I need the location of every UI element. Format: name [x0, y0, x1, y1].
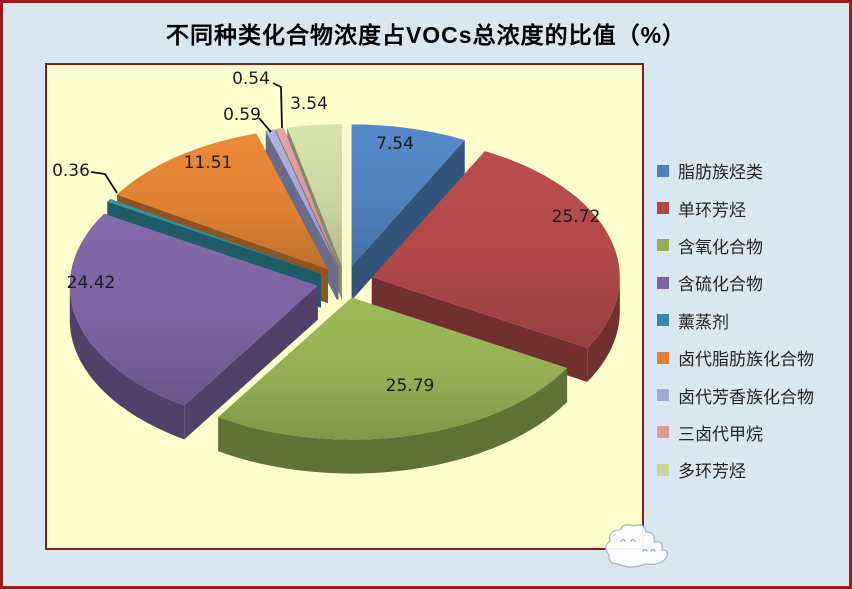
slice-side-wall	[371, 277, 588, 382]
label-leader-line	[258, 117, 272, 133]
slice-value-label: 0.54	[232, 69, 270, 89]
legend-label: 脂肪族烃类	[678, 163, 763, 183]
slice-value-label: 25.72	[552, 207, 601, 227]
slice-value-label: 24.42	[67, 273, 116, 293]
legend-item: 多环芳烃	[657, 451, 814, 488]
slice-value-label: 3.54	[290, 94, 328, 114]
slice-value-label: 11.51	[184, 153, 233, 173]
slice-top-face	[117, 133, 328, 270]
legend-item: 卤代脂肪族化合物	[657, 339, 814, 376]
slice-value-label: 7.54	[376, 134, 414, 154]
slice-top-face	[107, 198, 322, 274]
legend-item: 脂肪族烃类	[657, 152, 814, 189]
legend-label: 单环芳烃	[678, 200, 746, 220]
slice-top-face	[371, 151, 620, 348]
slice-side-wall	[351, 140, 465, 301]
legend-swatch-icon	[657, 389, 669, 402]
legend-swatch-icon	[657, 202, 669, 215]
legend-label: 含硫化合物	[678, 275, 763, 295]
legend-swatch-icon	[657, 314, 669, 327]
watermark-doodle	[605, 524, 668, 568]
slice-value-label: 0.59	[223, 105, 261, 125]
legend-label: 三卤代甲烷	[678, 424, 763, 444]
legend: 脂肪族烃类单环芳烃含氧化合物含硫化合物薰蒸剂卤代脂肪族化合物 卤代芳香族化合物 三卤…	[657, 152, 814, 489]
legend-label: 含氧化合物	[678, 237, 763, 257]
pie-3d-svg: 7.54 25.72 25.79 24.42 0.36 11.51 0.59 0.54 3.54	[52, 69, 620, 474]
slice-top-face	[275, 127, 339, 267]
slice-side-wall	[184, 285, 318, 440]
legend-label: 薰蒸剂	[678, 312, 729, 332]
slice-top-face	[69, 213, 318, 406]
legend-swatch-icon	[657, 351, 669, 364]
legend-swatch-icon	[657, 164, 669, 177]
legend-swatch-icon	[657, 239, 669, 252]
legend-item: 含硫化合物	[657, 264, 814, 301]
slice-top-face	[351, 124, 465, 267]
chart-title: 不同种类化合物浓度占VOCs总浓度的比值（%）	[165, 22, 687, 48]
label-leader-line	[90, 171, 118, 194]
slice-value-label: 0.36	[52, 161, 90, 181]
pie-slice-2	[218, 297, 568, 474]
legend-swatch-icon	[657, 463, 669, 476]
legend-item: 单环芳烃	[657, 189, 814, 226]
pie-slice-0	[351, 124, 465, 301]
legend-swatch-icon	[657, 276, 669, 289]
legend-item: 薰蒸剂	[657, 302, 814, 339]
slice-value-label: 25.79	[386, 376, 435, 396]
slice-side-wall	[218, 367, 568, 474]
legend-swatch-icon	[657, 426, 669, 439]
slice-top-face	[218, 297, 568, 440]
legend-label: 多环芳烃	[678, 462, 746, 482]
legend-item: 三卤代甲烷	[657, 414, 814, 451]
slice-top-face	[287, 124, 342, 267]
pie-slice-1	[371, 151, 620, 382]
label-leader-line	[272, 82, 283, 129]
legend-item: 卤代芳香族化合物	[657, 376, 814, 413]
slice-side-wall	[69, 285, 185, 440]
slice-side-wall	[587, 277, 620, 382]
legend-label: 卤代脂肪族化合物	[678, 350, 814, 370]
slice-top-face	[265, 129, 338, 267]
plot-area: 7.54 25.72 25.79 24.42 0.36 11.51 0.59 0.54 3.54	[45, 63, 644, 550]
pie-slice-3	[69, 213, 318, 440]
legend-item: 含氧化合物	[657, 227, 814, 264]
legend-label: 卤代芳香族化合物	[678, 387, 814, 407]
